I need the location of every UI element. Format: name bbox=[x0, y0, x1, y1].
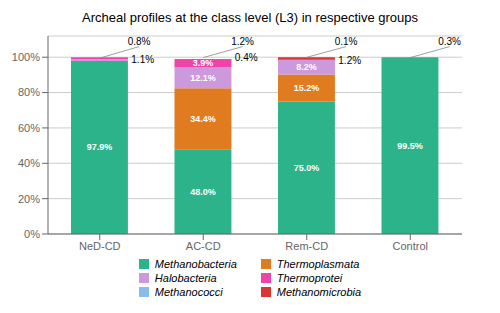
svg-text:0.8%: 0.8% bbox=[128, 36, 151, 47]
svg-text:1.1%: 1.1% bbox=[131, 54, 154, 65]
svg-text:8.2%: 8.2% bbox=[296, 62, 317, 72]
svg-text:AC-CD: AC-CD bbox=[186, 240, 221, 252]
html-text:Methanomicrobia: Methanomicrobia bbox=[276, 286, 362, 298]
svg-text:20%: 20% bbox=[18, 193, 40, 205]
svg-text:75.0%: 75.0% bbox=[294, 163, 320, 173]
html-text:Archeal profiles at the class: Archeal profiles at the class level (L3)… bbox=[82, 10, 418, 25]
svg-text:0.4%: 0.4% bbox=[235, 52, 258, 63]
svg-text:99.5%: 99.5% bbox=[397, 141, 423, 151]
svg-text:48.0%: 48.0% bbox=[190, 187, 216, 197]
html-text:Thermoplasmata: Thermoplasmata bbox=[276, 258, 360, 270]
html-text:Methanobacteria: Methanobacteria bbox=[154, 258, 237, 270]
svg-text:60%: 60% bbox=[18, 122, 40, 134]
html-text:Thermoprotei: Thermoprotei bbox=[276, 272, 343, 284]
svg-text:3.9%: 3.9% bbox=[193, 58, 214, 68]
svg-text:34.4%: 34.4% bbox=[190, 114, 216, 124]
svg-text:NeD-CD: NeD-CD bbox=[79, 240, 121, 252]
svg-text:40%: 40% bbox=[18, 157, 40, 169]
svg-text:0.3%: 0.3% bbox=[438, 36, 461, 47]
svg-text:12.1%: 12.1% bbox=[190, 73, 216, 83]
svg-text:Control: Control bbox=[393, 240, 428, 252]
svg-text:15.2%: 15.2% bbox=[294, 83, 320, 93]
svg-text:1.2%: 1.2% bbox=[231, 36, 254, 47]
html-text:Methanococci: Methanococci bbox=[154, 286, 223, 298]
svg-text:Rem-CD: Rem-CD bbox=[285, 240, 328, 252]
svg-text:100%: 100% bbox=[12, 51, 40, 63]
html-text:Halobacteria: Halobacteria bbox=[154, 272, 217, 284]
svg-text:1.2%: 1.2% bbox=[338, 55, 361, 66]
svg-text:97.9%: 97.9% bbox=[87, 142, 113, 152]
svg-text:0.1%: 0.1% bbox=[335, 36, 358, 47]
svg-text:80%: 80% bbox=[18, 86, 40, 98]
svg-text:0%: 0% bbox=[24, 228, 40, 240]
